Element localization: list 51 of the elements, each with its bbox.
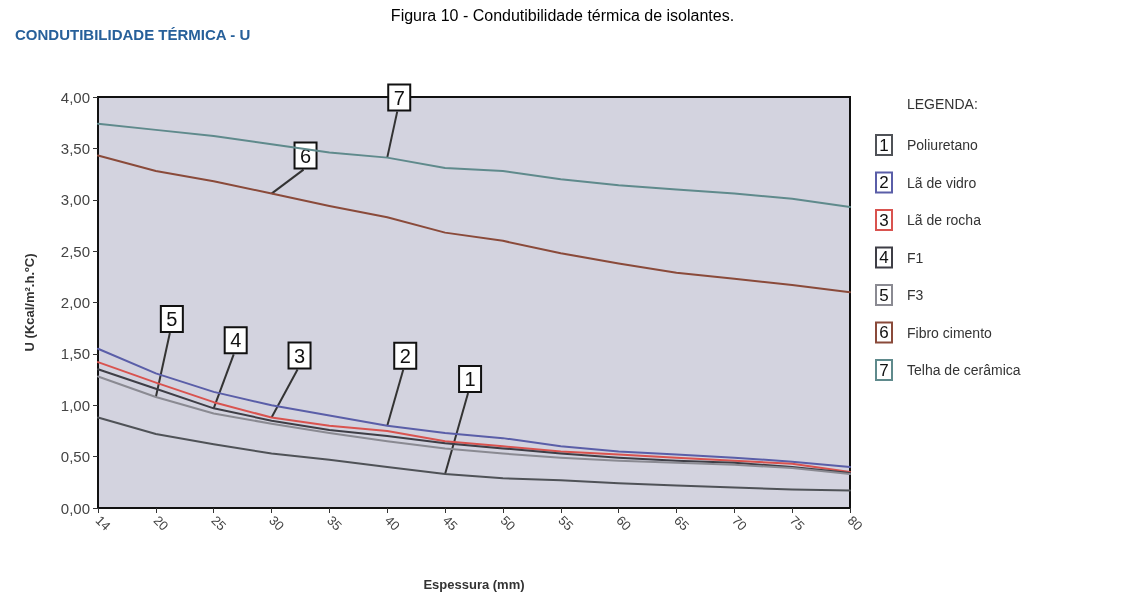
- text: 5: [879, 285, 889, 305]
- line-series: [97, 347, 851, 468]
- x-tick-label: 65: [671, 512, 692, 534]
- text: 2: [879, 173, 889, 192]
- legend-label: Telha de cerâmica: [907, 362, 1021, 378]
- annotation: 1: [464, 368, 476, 391]
- annotation: 4: [230, 329, 242, 352]
- x-tick-label: 20: [150, 512, 172, 534]
- x-tick-label: 70: [729, 512, 750, 534]
- y-tick-label: 0,00: [60, 499, 90, 517]
- text: 1: [879, 135, 889, 155]
- chart-subtitle: CONDUTIBILIDADE TÉRMICA - U: [15, 26, 251, 43]
- legend-label: F3: [907, 287, 924, 303]
- x-tick-label: 75: [786, 512, 808, 534]
- y-tick-label: 0,50: [60, 448, 90, 466]
- y-tick-label: 4,00: [60, 88, 90, 106]
- x-tick-label: 40: [381, 512, 403, 534]
- x-tick-label: 60: [613, 512, 635, 534]
- x-tick-label: 55: [555, 512, 577, 534]
- x-tick-label: 80: [844, 512, 866, 534]
- y-tick-label: 2,00: [60, 294, 90, 311]
- chart-title: Figura 10 - Condutibilidade térmica de isolantes.: [390, 6, 735, 24]
- y-axis-title: U (Kcal/m².h.ºC): [22, 253, 37, 352]
- line-series: [97, 416, 851, 492]
- x-axis-title: Espessura (mm): [423, 577, 525, 592]
- x-tick-label: 35: [324, 512, 345, 534]
- legend-label: Lã de rocha: [907, 212, 982, 228]
- annotation: 3: [293, 344, 306, 367]
- legend-title: LEGENDA:: [907, 96, 978, 112]
- y-tick-label: 1,50: [60, 345, 90, 363]
- x-tick-label: 25: [208, 512, 230, 534]
- y-tick-label: 3,00: [60, 191, 90, 209]
- x-tick-label: 50: [497, 512, 519, 534]
- legend-label: Poliuretano: [907, 137, 979, 153]
- text: 7: [879, 360, 889, 380]
- y-tick-label: 1,00: [60, 396, 90, 414]
- x-tick-label: 14: [92, 512, 114, 534]
- legend-label: F1: [907, 249, 924, 266]
- y-tick-label: 2,50: [60, 242, 90, 260]
- x-tick-label: 30: [266, 512, 288, 534]
- annotation: 7: [393, 86, 405, 109]
- y-tick-label: 3,50: [60, 139, 90, 157]
- legend-label: Fibro cimento: [907, 324, 993, 341]
- legend-label: Lã de vidro: [907, 174, 977, 191]
- text: 6: [879, 323, 889, 342]
- x-tick-label: 45: [439, 512, 461, 534]
- annotation: 2: [399, 344, 411, 367]
- annotation: 5: [166, 308, 178, 331]
- line-series: [97, 122, 851, 208]
- text: 4: [879, 248, 889, 267]
- text: 3: [879, 210, 889, 230]
